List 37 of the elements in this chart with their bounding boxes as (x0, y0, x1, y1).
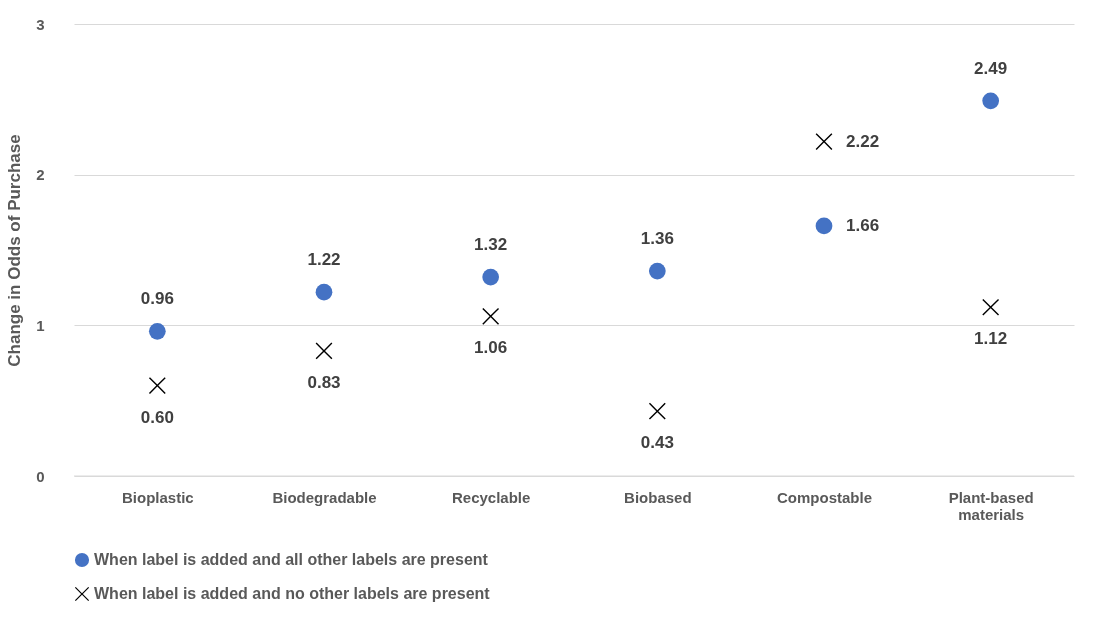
y-tick-label: 1 (36, 316, 45, 334)
point (982, 298, 1000, 316)
y-axis-title: Change in Odds of Purchase (5, 134, 25, 367)
x-tick-label: Compostable (776, 488, 873, 506)
x-tick-label: Biodegradable (272, 488, 377, 506)
point (482, 268, 500, 286)
x-tick-label: Bioplastic (121, 488, 194, 506)
data-label: 0.60 (140, 407, 174, 427)
point (148, 377, 166, 394)
data-label: 0.96 (140, 289, 174, 309)
data-label: 1.66 (846, 215, 880, 235)
y-tick-label: 0 (36, 467, 45, 485)
point (815, 217, 833, 235)
data-label: 1.32 (474, 235, 508, 255)
data-label: 1.12 (974, 329, 1008, 349)
data-label: 1.06 (474, 338, 508, 358)
point (648, 402, 666, 420)
data-label: 1.22 (307, 250, 341, 270)
point (982, 92, 1000, 110)
point (315, 283, 333, 301)
point (482, 307, 500, 325)
data-label: 2.49 (974, 58, 1008, 78)
x-tick-label: Recyclable (451, 488, 531, 506)
point (148, 323, 166, 340)
data-label: 2.22 (846, 131, 880, 151)
data-label: 1.36 (640, 229, 674, 249)
y-tick-label: 2 (36, 166, 45, 184)
y-tick-label: 3 (36, 15, 45, 33)
legend-label: When label is added and all other labels are present (94, 551, 489, 568)
x-tick-label: Biobased (624, 488, 692, 506)
data-label: 0.83 (307, 372, 341, 392)
legend-label: When label is added and no other labels are present (94, 585, 491, 602)
point (648, 262, 666, 280)
point (815, 133, 833, 150)
x-tick-label: Plant-based materials (948, 488, 1034, 523)
data-label: 0.43 (640, 433, 674, 453)
point (315, 342, 333, 360)
